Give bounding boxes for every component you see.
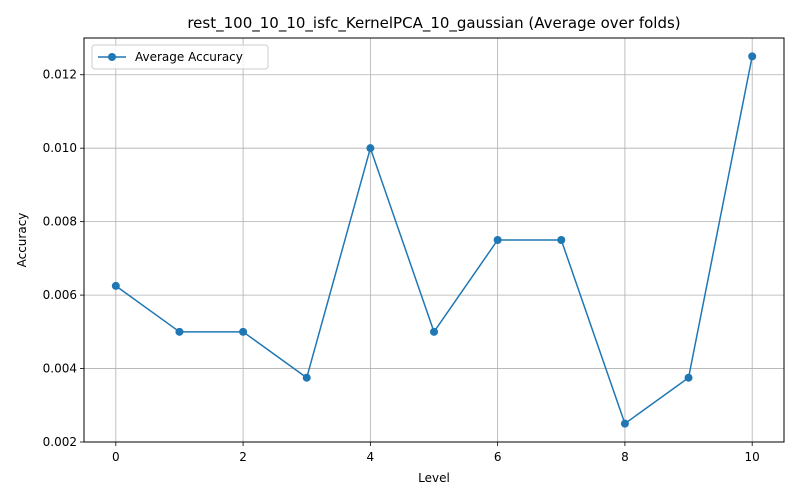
y-tick-label: 0.002	[43, 435, 77, 449]
data-point	[111, 281, 120, 290]
y-tick-label: 0.012	[43, 68, 77, 82]
data-point	[175, 327, 184, 336]
x-axis-label: Level	[418, 471, 450, 485]
data-point	[430, 327, 438, 336]
y-tick-label: 0.004	[43, 362, 77, 376]
x-tick-label: 0	[112, 450, 120, 464]
x-axis-ticks: 0 2 4 6 8 10	[112, 442, 760, 464]
data-point	[239, 327, 248, 336]
data-point	[620, 419, 629, 428]
plot-frame	[83, 37, 785, 443]
y-tick-label: 0.010	[43, 141, 77, 155]
y-tick-label: 0.008	[43, 215, 77, 229]
legend-marker-swatch	[108, 53, 116, 61]
grid	[84, 38, 784, 443]
x-tick-label: 2	[239, 450, 247, 464]
x-tick-label: 4	[367, 450, 375, 464]
legend-entry-label: Average Accuracy	[135, 50, 243, 64]
x-tick-label: 10	[745, 450, 760, 464]
data-point	[684, 373, 693, 382]
series-layer	[111, 52, 757, 428]
y-tick-label: 0.006	[43, 288, 77, 302]
x-tick-label: 8	[621, 450, 629, 464]
data-point	[557, 236, 566, 244]
chart-title: rest_100_10_10_isfc_KernelPCA_10_gaussia…	[187, 14, 680, 33]
data-point	[748, 52, 757, 61]
x-tick-label: 6	[494, 450, 502, 464]
legend-box	[91, 44, 269, 70]
data-point	[302, 373, 311, 382]
y-axis-label: Accuracy	[15, 213, 29, 268]
data-point	[493, 236, 502, 244]
data-point	[366, 144, 375, 153]
y-axis-ticks: 0.002 0.004 0.006 0.008 0.010 0.012	[43, 68, 84, 449]
legend: Average Accuracy	[91, 44, 269, 70]
